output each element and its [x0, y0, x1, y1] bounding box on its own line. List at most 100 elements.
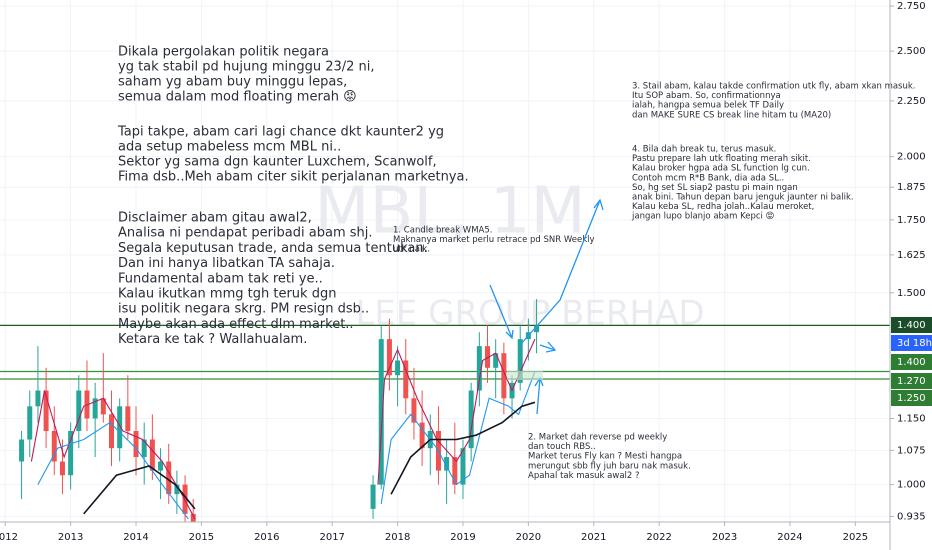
candle-body — [411, 398, 417, 423]
x-tick-label: 2015 — [189, 532, 214, 543]
annotation-line: ada setup mabeless mcm MBL ni.. — [118, 140, 341, 155]
annotation-line: Fundamental abam tak reti ye.. — [118, 271, 323, 286]
price-label: 1.400 — [891, 317, 932, 333]
price-label: 1.270 — [891, 373, 932, 389]
candle-body — [534, 325, 540, 333]
candle-body — [108, 414, 114, 449]
zone — [507, 371, 543, 380]
y-tick-label: 2.250 — [897, 96, 926, 107]
candle-body — [27, 406, 33, 440]
candle-body — [43, 390, 49, 431]
y-tick-label: 2.500 — [897, 46, 926, 57]
candle-body — [517, 339, 523, 383]
candle-body — [174, 484, 180, 495]
annotation-line: 3. Stail abam, kalau takde confirmation … — [632, 82, 916, 92]
candle-body — [501, 353, 507, 399]
annotation-line: Tapi takpe, abam cari lagi chance dkt ka… — [117, 125, 444, 140]
candle-body — [35, 390, 41, 407]
x-tick-label: 2017 — [319, 532, 344, 543]
candle-body — [19, 439, 25, 462]
annotation-line: So, hg set SL siap2 pastu pi main ngan — [632, 183, 798, 193]
annotation-line: Kalau ikutkan mmg tgh teruk dgn — [118, 287, 336, 302]
annotation-line: Dikala pergolakan politik negara — [118, 45, 329, 60]
annotation-line: Market terus Fly kan ? Mesti hangpa — [528, 452, 682, 462]
candle-body — [158, 461, 164, 471]
candle-body — [117, 406, 123, 449]
candle-body — [386, 339, 392, 376]
annotation-line: Contoh mcm R*B Bank, dia ada SL.. — [632, 173, 784, 183]
annotation-line: 4. Bila dah break tu, terus masuk. — [632, 145, 776, 155]
annotation-line: Sektor yg sama dgn kaunter Luxchem, Scan… — [118, 155, 437, 170]
candle-body — [444, 457, 450, 471]
x-tick-label: 2024 — [777, 532, 802, 543]
annotation: 4. Bila dah break tu, terus masuk.Pastu … — [631, 145, 854, 222]
candle-body — [190, 513, 196, 522]
arrow — [489, 284, 514, 340]
candle-body — [68, 430, 74, 476]
annotation-line: Dan ini hanya libatkan TA sahaja. — [118, 256, 335, 271]
annotation: 3. Stail abam, kalau takde confirmation … — [632, 82, 916, 121]
annotation-line: Segala keputusan trade, anda semua tentu… — [118, 241, 428, 256]
price-label: 1.400 — [891, 354, 932, 370]
y-tick-label: 1.750 — [897, 215, 926, 226]
candle-body — [419, 422, 425, 449]
y-tick-label: 1.625 — [897, 250, 926, 261]
price-label-text: 1.400 — [897, 357, 926, 368]
annotation-line: Itu SOP abam. So, confirmationnya — [632, 91, 781, 101]
candle-body — [51, 430, 57, 462]
y-tick-label: 2.750 — [897, 1, 926, 12]
candle-body — [141, 439, 147, 458]
annotation: Disclaimer abam gitau awal2,Analisa ni p… — [118, 211, 428, 348]
annotation-line: utk naik. — [393, 245, 430, 255]
annotation-line: Maknanya market perlu retrace pd SNR Wee… — [393, 235, 595, 245]
annotation-line: yg tak stabil pd hujung minggu 23/2 ni, — [118, 60, 375, 75]
candle-body — [493, 353, 499, 368]
annotation-line: Kalau keba SL, redha jolah..Kalau meroke… — [632, 202, 814, 212]
candle-body — [452, 457, 458, 485]
x-tick-label: 2012 — [0, 532, 18, 543]
price-label-text: 1.270 — [897, 376, 926, 387]
annotation-line: Ketara ke tak ? Wallahualam. — [118, 332, 307, 347]
price-label: 1.250 — [891, 390, 932, 406]
x-tick-label: 2025 — [843, 532, 868, 543]
moving-average — [37, 371, 536, 520]
annotation-line: Pastu prepare lah utk floating merah sik… — [632, 154, 811, 164]
grid — [0, 0, 890, 522]
annotation-line: Kalau broker hgpa ada SL function lg cun… — [632, 164, 810, 174]
candle-body — [468, 390, 474, 449]
annotation-line: dan MAKE SURE CS break line hitam tu (MA… — [632, 110, 831, 120]
annotation-line: anak bini. Tahun depan baru jenguk jaunt… — [632, 193, 854, 203]
candle-body — [76, 390, 82, 431]
y-tick-label: 1.000 — [897, 480, 926, 491]
annotation-line: ialah, hangpa semua belek TF Daily — [632, 101, 784, 111]
candle-body — [100, 398, 106, 415]
annotation-line: Disclaimer abam gitau awal2, — [118, 211, 312, 226]
plot — [0, 299, 890, 522]
candle-body — [378, 339, 384, 485]
annotation-line: saham yg abam buy minggu lepas, — [118, 75, 347, 90]
price-label-box — [891, 354, 932, 370]
moving-average — [83, 401, 536, 515]
candle-body — [370, 484, 376, 509]
y-tick-label: 1.875 — [897, 182, 926, 193]
x-tick-label: 2020 — [516, 532, 541, 543]
y-tick-label: 1.500 — [897, 288, 926, 299]
candle-body — [59, 461, 65, 476]
price-label-box — [891, 390, 932, 406]
x-tick-label: 2021 — [581, 532, 606, 543]
price-label-text: 3d 18h — [897, 338, 932, 349]
x-tick-label: 2016 — [254, 532, 279, 543]
y-tick-label: 1.150 — [897, 413, 926, 424]
annotation-line: jangan lupo blanjo abam Kepci 😡 — [631, 212, 774, 222]
candle-body — [403, 360, 409, 399]
price-label-box — [891, 317, 932, 333]
y-tick-label: 0.935 — [897, 511, 926, 522]
candle-body — [149, 439, 155, 471]
annotation-line: Analisa ni pendapat peribadi abam shj. — [118, 226, 373, 241]
x-tick-label: 2013 — [58, 532, 83, 543]
candle-body — [92, 398, 98, 419]
